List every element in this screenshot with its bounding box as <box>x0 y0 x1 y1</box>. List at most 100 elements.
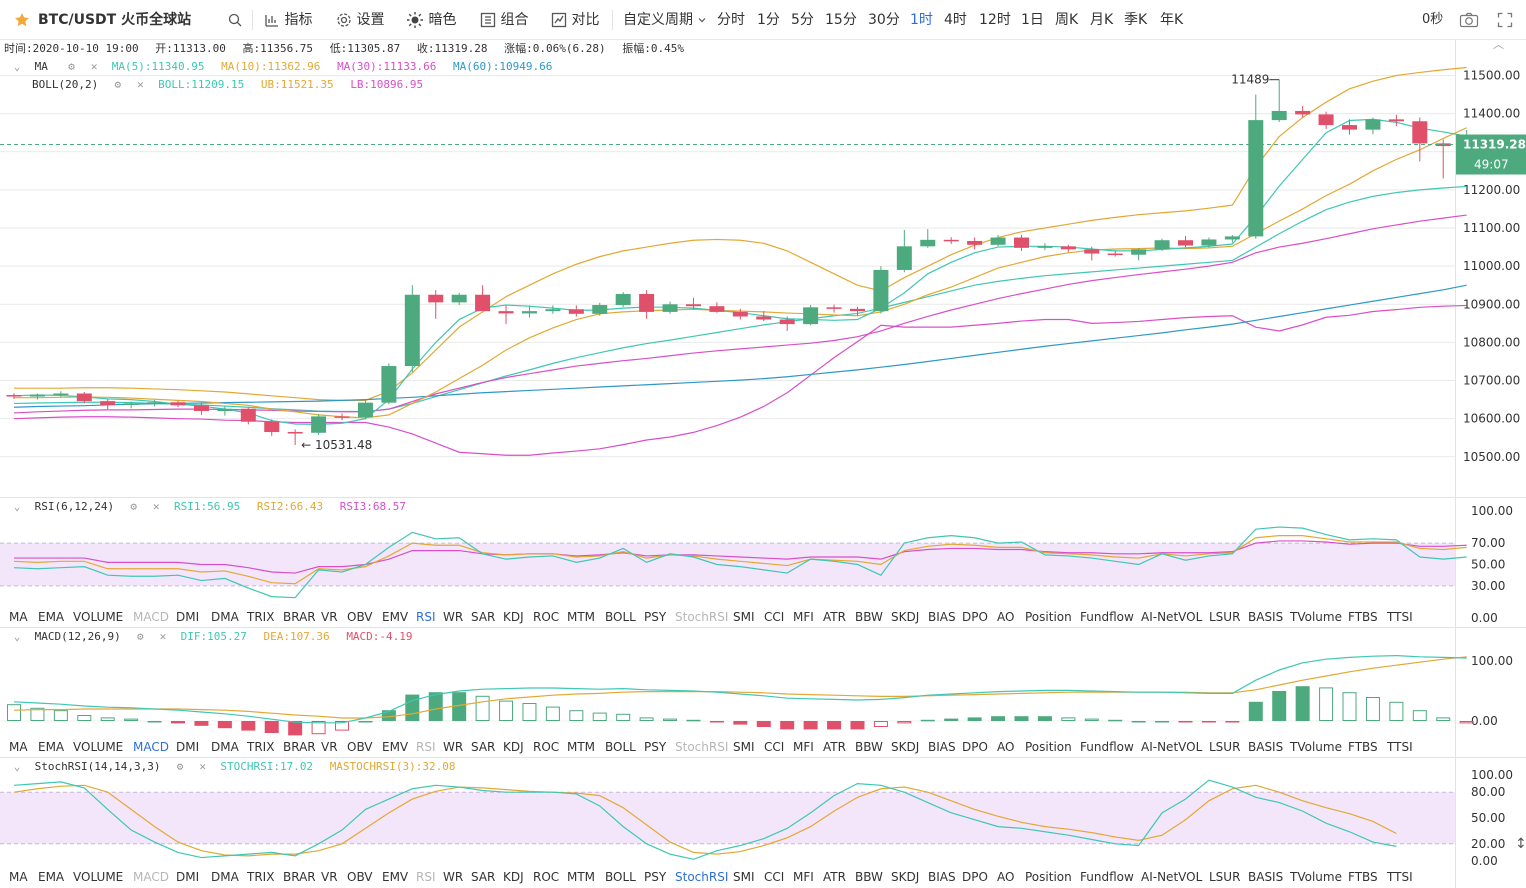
indicator-tab[interactable]: SKDJ <box>891 740 920 754</box>
period-tab[interactable]: 年K <box>1160 12 1184 28</box>
indicator-tab[interactable]: RSI <box>416 740 436 754</box>
close-icon[interactable]: ✕ <box>137 78 144 91</box>
indicator-tab[interactable]: WR <box>443 870 464 884</box>
indicator-tab[interactable]: MA <box>9 610 28 624</box>
indicator-tab[interactable]: KDJ <box>503 740 524 754</box>
indicator-tab[interactable]: MTM <box>567 610 596 624</box>
indicator-tab[interactable]: OBV <box>347 870 373 884</box>
indicator-tab[interactable]: Position <box>1025 870 1072 884</box>
period-tab[interactable]: 周K <box>1055 12 1079 28</box>
indicator-tab[interactable]: KDJ <box>503 610 524 624</box>
indicator-tab[interactable]: FTBS <box>1348 610 1378 624</box>
indicator-tab[interactable]: SAR <box>471 740 496 754</box>
indicator-tab[interactable]: ATR <box>823 870 846 884</box>
indicator-tab[interactable]: BRAR <box>283 870 316 884</box>
period-tab[interactable]: 15分 <box>825 12 857 28</box>
indicator-tab[interactable]: VOLUME <box>73 610 124 624</box>
indicator-tab[interactable]: CCI <box>764 740 785 754</box>
indicator-tab[interactable]: BIAS <box>928 870 956 884</box>
gear-icon[interactable]: ⚙ <box>130 500 138 513</box>
indicator-tab[interactable]: KDJ <box>503 870 524 884</box>
gear-icon[interactable]: ⚙ <box>137 630 144 643</box>
indicator-tab[interactable]: ROC <box>533 610 560 624</box>
period-tab[interactable]: 分时 <box>717 12 745 28</box>
indicator-tab[interactable]: PSY <box>644 740 667 754</box>
indicator-tab[interactable]: VOLUME <box>73 870 124 884</box>
indicator-tab[interactable]: OBV <box>347 610 373 624</box>
indicator-tab[interactable]: BBW <box>855 740 883 754</box>
indicator-tab[interactable]: AI-NetVOL <box>1141 740 1203 754</box>
period-tab[interactable]: 4时 <box>944 12 967 28</box>
indicator-tab[interactable]: MTM <box>567 740 596 754</box>
indicator-tab[interactable]: SMI <box>733 610 755 624</box>
indicator-tab[interactable]: MFI <box>793 610 814 624</box>
indicator-tab[interactable]: MTM <box>567 870 596 884</box>
indicator-tab[interactable]: MACD <box>133 610 169 624</box>
indicator-tab[interactable]: Fundflow <box>1080 740 1134 754</box>
indicator-tab[interactable]: FTBS <box>1348 740 1378 754</box>
indicator-tab[interactable]: DPO <box>962 870 988 884</box>
indicator-tab[interactable]: TRIX <box>247 870 275 884</box>
indicator-tab[interactable]: RSI <box>416 610 436 624</box>
indicator-tab[interactable]: TRIX <box>247 740 275 754</box>
indicator-tab[interactable]: LSUR <box>1209 610 1241 624</box>
indicator-tab[interactable]: DMA <box>211 870 239 884</box>
indicator-tab[interactable]: EMV <box>382 610 409 624</box>
indicator-tab[interactable]: CCI <box>764 610 785 624</box>
indicator-tab[interactable]: StochRSI <box>675 610 729 624</box>
kline-chart-canvas[interactable]: ︿11500.0011400.0011300.0011200.0011100.0… <box>0 40 1526 888</box>
period-tab[interactable]: 30分 <box>868 12 900 28</box>
indicator-tab[interactable]: BOLL <box>605 740 636 754</box>
indicator-tab[interactable]: PSY <box>644 610 667 624</box>
indicator-tab[interactable]: MFI <box>793 870 814 884</box>
collapse-chevron-icon[interactable]: ⌄ <box>13 760 21 773</box>
indicator-tab[interactable]: BASIS <box>1248 740 1284 754</box>
indicator-tab[interactable]: PSY <box>644 870 667 884</box>
period-tab[interactable]: 1时 <box>910 12 933 28</box>
indicator-tab[interactable]: VR <box>321 740 338 754</box>
indicator-tab[interactable]: EMA <box>38 870 65 884</box>
indicator-tab[interactable]: VOLUME <box>73 740 124 754</box>
indicator-tab[interactable]: Fundflow <box>1080 870 1134 884</box>
compare-button[interactable]: 对比 <box>551 0 599 40</box>
indicator-tab[interactable]: MA <box>9 740 28 754</box>
indicator-tab[interactable]: FTBS <box>1348 870 1378 884</box>
indicator-tab[interactable]: ROC <box>533 740 560 754</box>
indicator-tab[interactable]: VR <box>321 610 338 624</box>
indicator-tab[interactable]: SKDJ <box>891 870 920 884</box>
indicator-tab[interactable]: WR <box>443 610 464 624</box>
indicator-tab[interactable]: BBW <box>855 870 883 884</box>
indicator-tab[interactable]: TVolume <box>1290 610 1342 624</box>
indicator-tab[interactable]: TTSI <box>1387 610 1413 624</box>
indicator-tab[interactable]: ROC <box>533 870 560 884</box>
indicator-tab[interactable]: TVolume <box>1290 740 1342 754</box>
camera-icon[interactable] <box>1459 0 1479 40</box>
indicator-tab[interactable]: DMI <box>176 870 200 884</box>
indicator-tab[interactable]: DMI <box>176 740 200 754</box>
indicator-tab[interactable]: BRAR <box>283 610 316 624</box>
close-icon[interactable]: ✕ <box>153 500 160 513</box>
collapse-chevron-icon[interactable]: ⌄ <box>13 500 21 513</box>
indicator-tab[interactable]: MA <box>9 870 28 884</box>
gear-icon[interactable]: ⚙ <box>114 78 122 91</box>
indicator-tab[interactable]: AI-NetVOL <box>1141 870 1203 884</box>
indicator-tab[interactable]: EMV <box>382 740 409 754</box>
indicator-tab[interactable]: DPO <box>962 610 988 624</box>
indicator-tab[interactable]: ATR <box>823 610 846 624</box>
period-tab[interactable]: 12时 <box>979 12 1011 28</box>
indicator-tab[interactable]: DMA <box>211 610 239 624</box>
indicator-tab[interactable]: TVolume <box>1290 870 1342 884</box>
indicator-tab[interactable]: SMI <box>733 740 755 754</box>
indicator-tab[interactable]: BOLL <box>605 610 636 624</box>
indicator-tab[interactable]: TTSI <box>1387 870 1413 884</box>
indicator-tab[interactable]: SMI <box>733 870 755 884</box>
favorite-star-icon[interactable] <box>14 0 30 40</box>
indicator-tab[interactable]: EMA <box>38 740 65 754</box>
indicator-tab[interactable]: LSUR <box>1209 870 1241 884</box>
indicator-tab[interactable]: AO <box>997 870 1015 884</box>
indicator-tab[interactable]: StochRSI <box>675 740 729 754</box>
settings-button[interactable]: 设置 <box>336 0 384 40</box>
period-tab[interactable]: 5分 <box>791 12 814 28</box>
indicator-tab[interactable]: CCI <box>764 870 785 884</box>
close-icon[interactable]: ✕ <box>90 60 98 73</box>
